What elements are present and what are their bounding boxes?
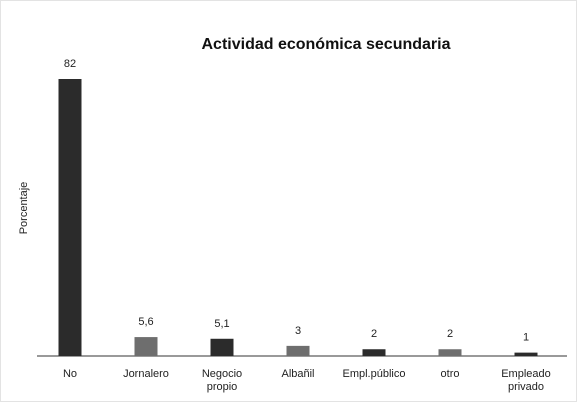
category-label-3: Albañil <box>281 368 314 380</box>
category-label-1: Jornalero <box>123 368 169 380</box>
bar-6 <box>514 352 538 356</box>
value-label-3: 3 <box>295 325 301 337</box>
value-label-0: 82 <box>64 58 76 70</box>
bars-group: 82 No 5,6 Jornalero 5,1 Negocio propio 3 Albañil… <box>58 58 551 393</box>
value-label-1: 5,6 <box>138 316 153 328</box>
value-label-2: 5,1 <box>214 318 229 330</box>
y-axis-label: Porcentaje <box>18 182 30 235</box>
value-label-6: 1 <box>523 332 529 344</box>
bar-1 <box>134 337 158 356</box>
category-label-2: Negocio propio <box>202 368 242 393</box>
bar-5 <box>438 349 462 356</box>
chart-title: Actividad económica secundaria <box>202 36 451 53</box>
value-label-5: 2 <box>447 328 453 340</box>
category-label-4: Empl.público <box>343 368 406 380</box>
value-label-4: 2 <box>371 328 377 340</box>
bar-3 <box>286 345 310 356</box>
category-label-0: No <box>63 368 77 380</box>
bar-4 <box>362 349 386 356</box>
bar-0 <box>58 79 82 356</box>
category-label-5: otro <box>441 368 460 380</box>
category-label-6: Empleado privado <box>501 368 551 393</box>
bar-2 <box>210 338 234 356</box>
